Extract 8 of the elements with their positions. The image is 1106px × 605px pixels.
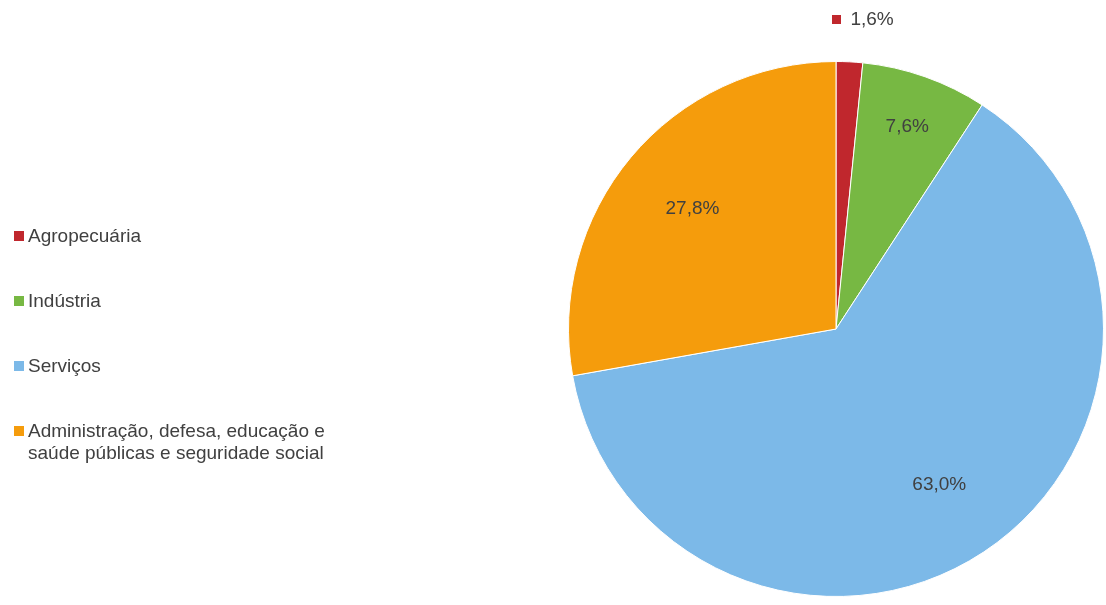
legend-label: Administração, defesa, educação e saúde públicas e seguridade social [28, 420, 326, 464]
legend-label: Agropecuária [28, 225, 142, 247]
data-label: 7,6% [885, 115, 929, 137]
legend-label: Serviços [28, 355, 101, 377]
data-label: 1,6% [850, 8, 894, 30]
legend-label: Indústria [28, 290, 101, 312]
data-label: 27,8% [665, 196, 720, 218]
data-label: 63,0% [912, 473, 967, 495]
